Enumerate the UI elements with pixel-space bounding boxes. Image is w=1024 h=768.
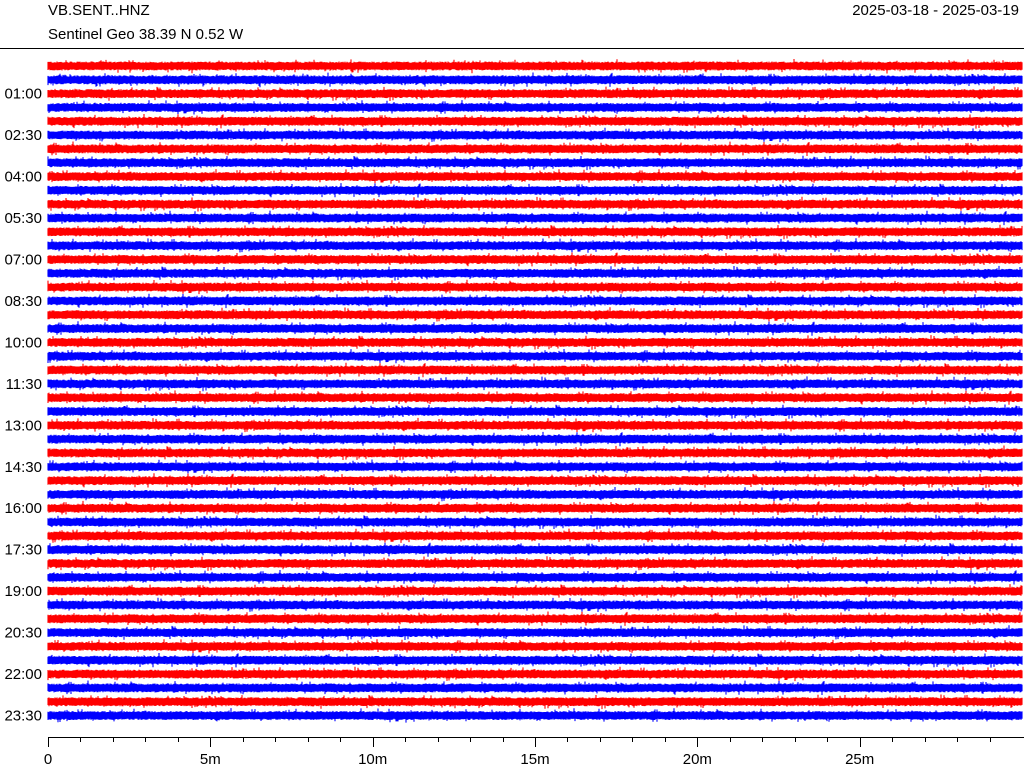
trace-row [47,584,1023,599]
trace-row [47,335,1023,350]
y-tick-label: 04:00 [4,169,42,186]
trace-row [47,597,1023,612]
trace-row [47,196,1023,212]
trace-row [47,528,1023,543]
x-tick-label: 0 [44,751,52,768]
y-tick-label: 22:00 [4,666,42,683]
x-tick-label: 20m [683,751,712,768]
trace-row [47,653,1023,668]
trace-row [47,542,1023,557]
x-axis: 0 5m 10m 15m 20m 25m [44,737,1024,768]
trace-row [47,680,1023,695]
trace-row [47,86,1023,101]
y-tick-label: 01:00 [4,86,42,103]
trace-row [47,72,1023,88]
y-tick-label: 19:00 [4,583,42,600]
trace-row [47,487,1023,502]
trace-row [47,114,1023,129]
x-tick-label: 10m [358,751,387,768]
x-tick-label: 25m [845,751,874,768]
trace-row [47,59,1023,74]
x-tick-label: 15m [520,751,549,768]
trace-row [47,293,1023,309]
trace-row [47,694,1023,710]
trace-row [47,708,1023,723]
trace-row [47,445,1023,461]
y-tick-label: 14:30 [4,459,42,476]
trace-row [47,348,1023,364]
y-tick-label: 13:00 [4,417,42,434]
y-tick-label: 07:00 [4,251,42,268]
trace-row [47,238,1023,253]
trace-row [47,376,1023,392]
y-tick-label: 05:30 [4,210,42,227]
trace-row [47,141,1023,156]
trace-row [47,459,1023,474]
trace-row [47,611,1023,626]
trace-row [47,265,1023,281]
trace-row [47,169,1023,184]
station-info: Sentinel Geo 38.39 N 0.52 W [48,26,244,43]
trace-row [47,556,1023,571]
trace-row [47,514,1023,530]
y-tick-label: 10:00 [4,334,42,351]
y-tick-label: 23:30 [4,708,42,725]
y-tick-label: 02:30 [4,127,42,144]
trace-row [47,390,1023,405]
trace-row [47,127,1023,143]
date-range: 2025-03-18 - 2025-03-19 [852,2,1019,19]
trace-row [47,307,1023,322]
trace-row [47,404,1023,419]
y-tick-label: 16:00 [4,500,42,517]
trace-row [47,279,1023,295]
trace-row [47,321,1023,336]
y-tick-labels: 01:00 02:30 04:00 05:30 07:00 08:30 10:00 11:30… [4,86,42,725]
trace-row [47,500,1023,516]
y-tick-label: 20:30 [4,625,42,642]
trace-row [47,417,1023,433]
trace-row [47,431,1023,447]
trace-row [47,362,1023,378]
y-tick-label: 08:30 [4,293,42,310]
trace-row [47,570,1023,585]
traces [47,59,1023,723]
trace-row [47,224,1023,240]
trace-row [47,100,1023,115]
y-tick-label: 11:30 [6,376,42,393]
trace-row [47,625,1023,640]
trace-row [47,639,1023,654]
channel-title: VB.SENT..HNZ [48,2,150,19]
trace-row [47,183,1023,198]
trace-row [47,155,1023,171]
trace-row [47,252,1023,267]
trace-row [47,210,1023,226]
trace-row [47,666,1023,682]
x-tick-label: 5m [200,751,221,768]
y-tick-label: 17:30 [4,542,42,559]
trace-row [47,473,1023,488]
